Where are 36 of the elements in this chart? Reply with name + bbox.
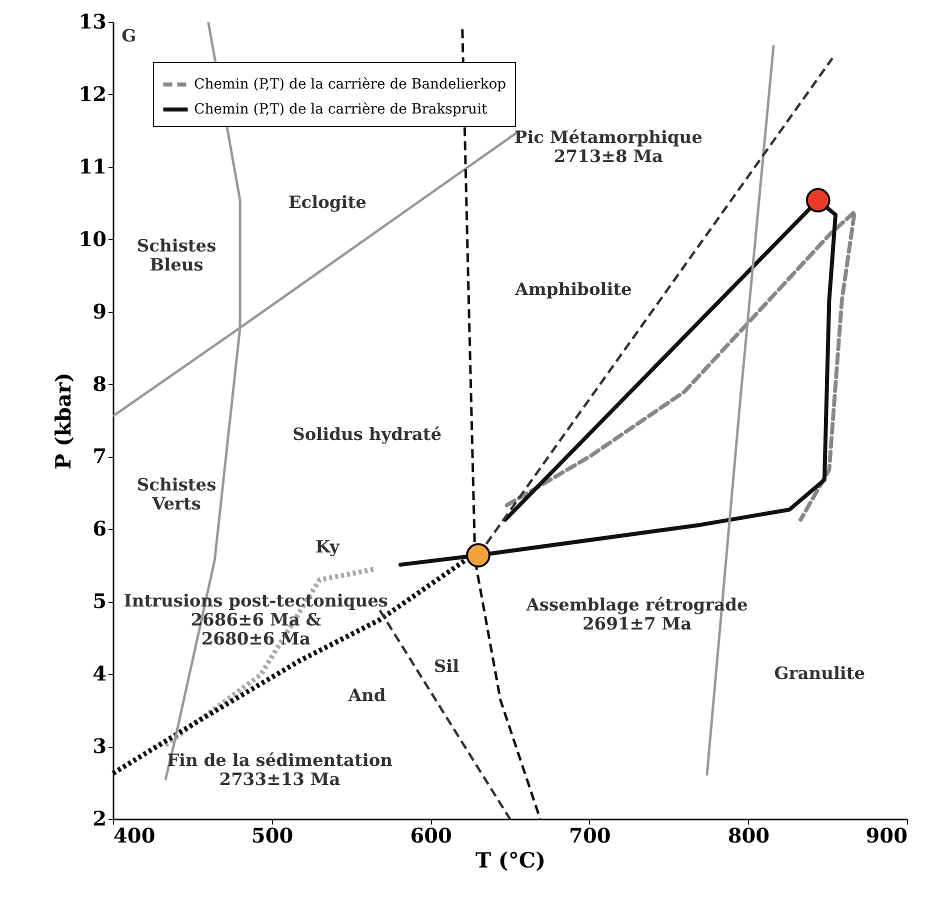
annotation: Fin de la sédimentation 2733±13 Ma [166, 751, 393, 790]
y-tick-label: 4 [92, 662, 107, 686]
annotation: Assemblage rétrograde 2691±7 Ma [525, 595, 748, 634]
y-tick-label: 9 [92, 299, 106, 324]
annotation: Solidus hydraté [292, 424, 442, 445]
x-tick-label: 700 [569, 824, 611, 848]
y-tick-label: 7 [92, 444, 106, 468]
y-tick-label: 10 [78, 226, 106, 251]
annotation: And [347, 686, 386, 706]
y-tick-label: 3 [92, 734, 106, 758]
x-axis-title: T (°C) [475, 848, 546, 872]
legend-label: Chemin (P,T) de la carrière de Bandelierkop [194, 76, 506, 92]
annotation: Intrusions post-tectoniques 2686±6 Ma & 2680±6 Ma [124, 592, 388, 650]
annotation: Ky [315, 537, 340, 558]
y-tick-label: 11 [78, 154, 106, 178]
annotation: Amphibolite [514, 280, 632, 300]
annotation: Eclogite [288, 193, 367, 214]
y-tick-label: 6 [92, 516, 106, 541]
annotation: Schistes Bleus [136, 236, 216, 276]
annotation: Granulite [774, 664, 866, 684]
y-tick-label: 2 [92, 806, 106, 830]
x-tick-label: 500 [251, 824, 294, 848]
annotation: G [122, 26, 136, 46]
y-tick-label: 12 [78, 82, 106, 106]
y-tick-label: 5 [92, 589, 106, 614]
x-tick-label: 800 [728, 824, 770, 848]
y-tick-label: 8 [92, 372, 106, 396]
x-tick-label: 900 [866, 824, 908, 848]
legend-label: Chemin (P,T) de la carrière de Brakspruit [194, 102, 488, 118]
annotation: Schistes Verts [136, 476, 216, 515]
annotation: Pic Métamorphique 2713±8 Ma [514, 128, 703, 167]
y-tick-label: 13 [78, 10, 106, 34]
y-axis-title: P (kbar) [50, 372, 76, 470]
x-tick-label: 400 [114, 824, 156, 848]
x-tick-label: 600 [410, 824, 452, 848]
annotation: Sil [434, 656, 460, 677]
